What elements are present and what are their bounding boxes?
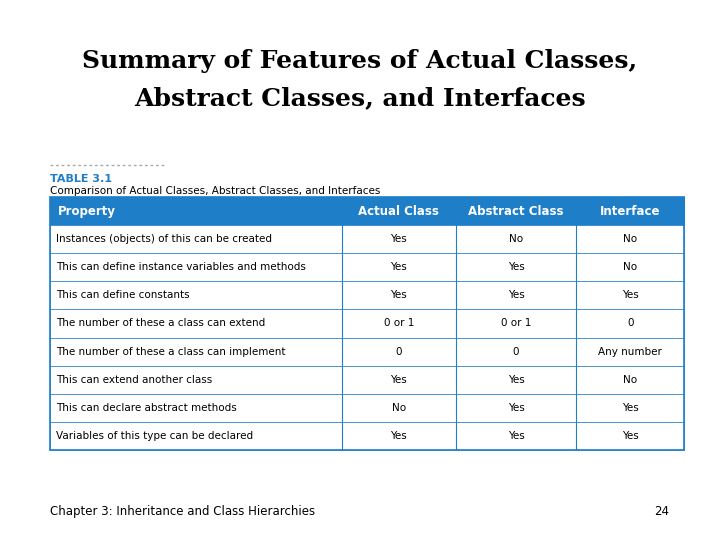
Text: This can define instance variables and methods: This can define instance variables and m… — [56, 262, 306, 272]
Text: TABLE 3.1: TABLE 3.1 — [50, 174, 112, 184]
Text: Yes: Yes — [508, 375, 524, 384]
Text: 24: 24 — [654, 505, 670, 518]
Text: Yes: Yes — [622, 431, 639, 441]
Text: This can define constants: This can define constants — [56, 291, 190, 300]
Text: Yes: Yes — [508, 262, 524, 272]
Text: Yes: Yes — [390, 262, 408, 272]
Text: This can declare abstract methods: This can declare abstract methods — [56, 403, 237, 413]
Text: Abstract Class: Abstract Class — [468, 205, 564, 218]
Text: Yes: Yes — [622, 291, 639, 300]
Text: No: No — [623, 234, 637, 244]
Text: Interface: Interface — [600, 205, 660, 218]
Text: Property: Property — [58, 205, 116, 218]
Text: Yes: Yes — [390, 431, 408, 441]
Text: Yes: Yes — [390, 375, 408, 384]
Text: Actual Class: Actual Class — [359, 205, 439, 218]
Text: 0 or 1: 0 or 1 — [384, 319, 414, 328]
Text: Abstract Classes, and Interfaces: Abstract Classes, and Interfaces — [134, 86, 586, 110]
Text: The number of these a class can implement: The number of these a class can implemen… — [56, 347, 286, 356]
Text: Yes: Yes — [622, 403, 639, 413]
Text: Comparison of Actual Classes, Abstract Classes, and Interfaces: Comparison of Actual Classes, Abstract C… — [50, 186, 381, 197]
Text: No: No — [509, 234, 523, 244]
Text: Variables of this type can be declared: Variables of this type can be declared — [56, 431, 253, 441]
Text: No: No — [623, 262, 637, 272]
Text: Yes: Yes — [508, 431, 524, 441]
Text: Chapter 3: Inheritance and Class Hierarchies: Chapter 3: Inheritance and Class Hierarc… — [50, 505, 315, 518]
Text: No: No — [392, 403, 406, 413]
Text: Yes: Yes — [390, 291, 408, 300]
Text: 0: 0 — [627, 319, 634, 328]
Text: Summary of Features of Actual Classes,: Summary of Features of Actual Classes, — [82, 49, 638, 72]
Text: This can extend another class: This can extend another class — [56, 375, 212, 384]
Text: Yes: Yes — [508, 403, 524, 413]
Text: No: No — [623, 375, 637, 384]
Text: 0: 0 — [513, 347, 519, 356]
Text: The number of these a class can extend: The number of these a class can extend — [56, 319, 266, 328]
Text: Any number: Any number — [598, 347, 662, 356]
Text: Yes: Yes — [508, 291, 524, 300]
Text: 0 or 1: 0 or 1 — [501, 319, 531, 328]
Text: Instances (objects) of this can be created: Instances (objects) of this can be creat… — [56, 234, 272, 244]
Text: 0: 0 — [395, 347, 402, 356]
Text: Yes: Yes — [390, 234, 408, 244]
